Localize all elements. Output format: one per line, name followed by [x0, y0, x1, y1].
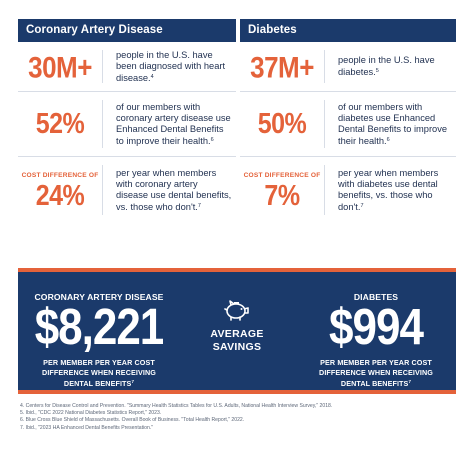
cost-difference-label: COST DIFFERENCE OF	[21, 171, 99, 179]
stat-text: per year when members with diabetes use …	[324, 168, 456, 213]
stat-text-body: of our members with coronary artery dise…	[116, 101, 231, 146]
diabetes-savings-desc: PER MEMBER PER YEAR COST DIFFERENCE WHEN…	[308, 358, 444, 389]
stat-text-body: people in the U.S. have diabetes.	[338, 55, 435, 77]
coronary-column: Coronary Artery Disease 30M+ people in t…	[18, 19, 236, 223]
average-savings-line2: SAVINGS	[212, 341, 262, 353]
stat-text-body: per year when members with coronary arte…	[116, 167, 232, 212]
stat-value: 37M+	[250, 49, 314, 84]
footnotes: 4. Centers for Disease Control and Preve…	[20, 403, 460, 432]
stat-text: of our members with diabetes use Enhance…	[324, 102, 456, 147]
coronary-savings-value: $8,221	[34, 299, 165, 356]
footnote: 7. Ibid., "2023 HA Enhanced Dental Benef…	[20, 424, 154, 431]
stat-value-box: COST DIFFERENCE OF 24%	[18, 171, 102, 212]
diabetes-heading: Diabetes	[240, 19, 456, 42]
savings-desc-text: PER MEMBER PER YEAR COST DIFFERENCE WHEN…	[42, 358, 156, 388]
footnote-ref: 6	[386, 136, 390, 143]
footnote-ref: 7	[131, 379, 135, 384]
stat-value-box: 37M+	[240, 49, 324, 84]
coronary-savings-title: CORONARY ARTERY DISEASE	[34, 292, 164, 302]
stat-divider	[324, 100, 325, 148]
stat-text-body: per year when members with diabetes use …	[338, 167, 439, 212]
cost-difference-label: COST DIFFERENCE OF	[243, 171, 321, 179]
stat-value-box: 52%	[18, 107, 102, 140]
stat-divider	[102, 165, 103, 215]
stat-value: 7%	[264, 179, 300, 212]
stat-text-body: people in the U.S. have been diagnosed w…	[116, 49, 226, 83]
stat-divider	[324, 50, 325, 83]
banner-bottom-stripe	[18, 390, 456, 394]
savings-banner: CORONARY ARTERY DISEASE $8,221 PER MEMBE…	[18, 268, 456, 394]
stat-value: 30M+	[28, 49, 92, 84]
coronary-savings-desc: PER MEMBER PER YEAR COST DIFFERENCE WHEN…	[30, 358, 168, 389]
stat-text-body: of our members with diabetes use Enhance…	[338, 101, 448, 146]
stat-row: 30M+ people in the U.S. have been diagno…	[18, 42, 236, 92]
stat-text: of our members with coronary artery dise…	[102, 102, 236, 147]
footnote: 5. Ibid., "CDC 2022 National Diabetes St…	[20, 410, 162, 417]
stat-text: people in the U.S. have diabetes.5	[324, 55, 456, 78]
footnote-ref: 4	[150, 73, 154, 80]
stat-value-box: 50%	[240, 107, 324, 140]
diabetes-column: Diabetes 37M+ people in the U.S. have di…	[240, 19, 456, 223]
stat-value: 24%	[35, 179, 85, 212]
average-savings: AVERAGE SAVINGS	[198, 298, 276, 354]
stat-divider	[102, 100, 103, 148]
footnote-ref: 5	[375, 68, 379, 74]
piggy-bank-icon	[224, 300, 249, 321]
coronary-heading: Coronary Artery Disease	[18, 19, 236, 42]
stat-row: COST DIFFERENCE OF 24% per year when mem…	[18, 157, 236, 223]
stat-value-box: 30M+	[18, 49, 102, 84]
stat-row: 52% of our members with coronary artery …	[18, 92, 236, 157]
savings-desc-text: PER MEMBER PER YEAR COST DIFFERENCE WHEN…	[319, 358, 433, 388]
footnote-ref: 7	[197, 202, 201, 209]
stat-value: 50%	[257, 107, 307, 140]
stat-text: per year when members with coronary arte…	[102, 168, 236, 213]
footnote-ref: 7	[408, 379, 412, 384]
diabetes-savings: DIABETES $994 PER MEMBER PER YEAR COST D…	[308, 292, 444, 389]
stat-divider	[102, 50, 103, 83]
average-savings-line1: AVERAGE	[210, 328, 264, 340]
stat-value-box: COST DIFFERENCE OF 7%	[240, 171, 324, 212]
stat-text: people in the U.S. have been diagnosed w…	[102, 50, 236, 84]
footnote-ref: 6	[210, 136, 214, 143]
diabetes-savings-value: $994	[329, 299, 424, 356]
banner-top-stripe	[18, 268, 456, 272]
diabetes-savings-title: DIABETES	[353, 292, 399, 302]
stat-row: 37M+ people in the U.S. have diabetes.5	[240, 42, 456, 92]
footnote: 6. Blue Cross Blue Shield of Massachuset…	[20, 417, 245, 424]
stat-row: 50% of our members with diabetes use Enh…	[240, 92, 456, 157]
footnote-ref: 7	[360, 202, 364, 209]
stat-value: 52%	[35, 107, 85, 140]
footnote: 4. Centers for Disease Control and Preve…	[20, 403, 333, 409]
stat-divider	[324, 165, 325, 215]
stat-row: COST DIFFERENCE OF 7% per year when memb…	[240, 157, 456, 223]
coronary-savings: CORONARY ARTERY DISEASE $8,221 PER MEMBE…	[30, 292, 168, 389]
